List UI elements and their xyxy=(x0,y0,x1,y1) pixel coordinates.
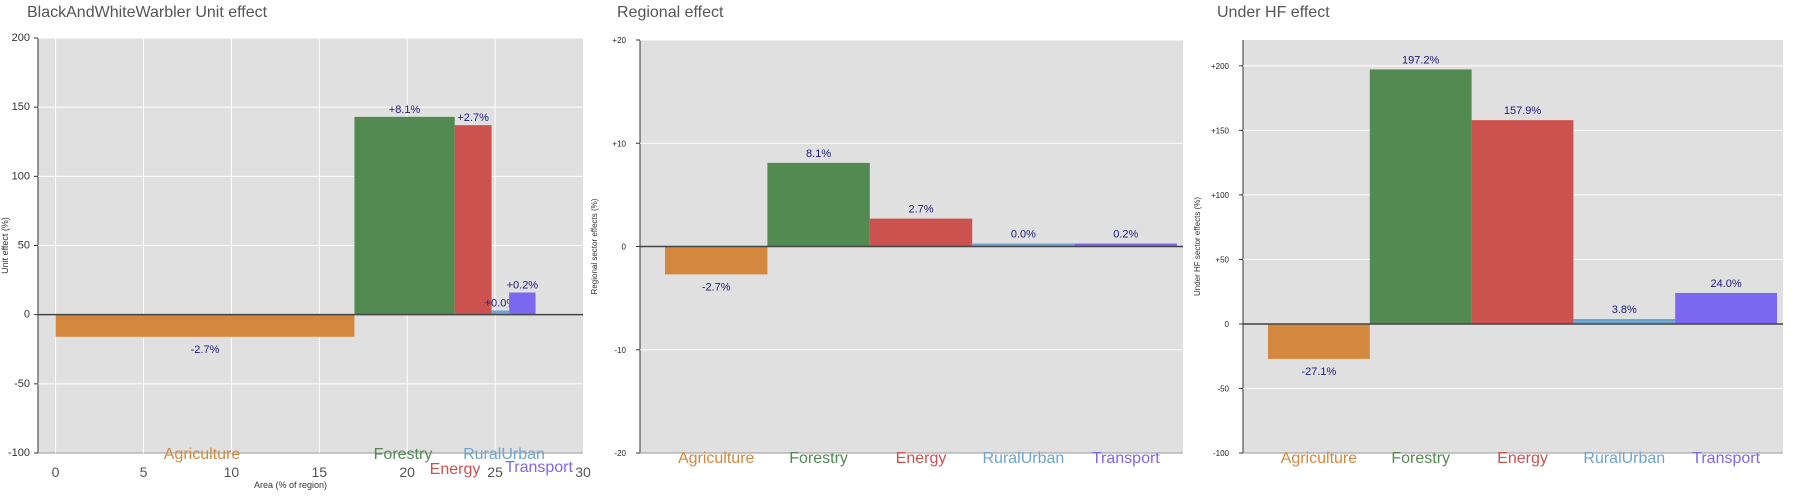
y-tick-label: +150 xyxy=(1211,126,1230,135)
value-label: +8.1% xyxy=(389,104,421,116)
y-axis-label: Unit effect (%) xyxy=(0,217,10,274)
bar-forestry xyxy=(767,162,870,247)
x-tick-label: 5 xyxy=(140,464,148,480)
bar-agriculture xyxy=(55,314,355,337)
y-axis-label: Under HF sector effects (%) xyxy=(1193,197,1202,296)
bar-ruralurban xyxy=(1573,319,1676,324)
bar-energy xyxy=(869,218,973,247)
x-tick-label: 30 xyxy=(575,464,591,480)
value-label: -2.7% xyxy=(702,281,731,293)
bar-forestry xyxy=(354,116,455,315)
value-label: -27.1% xyxy=(1301,366,1336,378)
bar-agriculture xyxy=(665,246,768,275)
bar-transport xyxy=(509,292,536,315)
bar-transport xyxy=(1675,292,1777,324)
category-label-transport: Transport xyxy=(1692,450,1760,467)
category-label-ruralurban: RuralUrban xyxy=(982,450,1064,467)
bar-agriculture xyxy=(1268,323,1370,359)
y-tick-label: 0 xyxy=(622,243,627,252)
category-label-agriculture: Agriculture xyxy=(678,450,755,467)
sector-label-transport: Transport xyxy=(505,459,573,476)
under-hf-effect-title: Under HF effect xyxy=(1217,4,1330,21)
bar-ruralurban xyxy=(491,310,510,315)
x-tick-label: 15 xyxy=(312,464,328,480)
category-label-transport: Transport xyxy=(1092,450,1160,467)
category-label-energy: Energy xyxy=(896,450,947,467)
y-tick-label: +100 xyxy=(1211,191,1230,200)
value-label: 24.0% xyxy=(1710,278,1741,290)
category-label-ruralurban: RuralUrban xyxy=(1583,450,1665,467)
y-tick-label: +200 xyxy=(1211,62,1230,71)
value-label: 3.8% xyxy=(1612,304,1637,316)
x-tick-label: 25 xyxy=(487,464,503,480)
y-tick-label: 200 xyxy=(12,32,30,44)
y-tick-label: 100 xyxy=(12,170,30,182)
y-tick-label: -50 xyxy=(14,378,30,390)
y-tick-label: -10 xyxy=(614,346,626,355)
bar-ruralurban xyxy=(972,243,1075,247)
y-tick-label: 50 xyxy=(18,240,30,252)
x-tick-label: 10 xyxy=(224,464,240,480)
category-label-energy: Energy xyxy=(1497,450,1548,467)
bar-energy xyxy=(1471,120,1574,324)
y-tick-label: 0 xyxy=(1225,320,1230,329)
sector-label-forestry: Forestry xyxy=(374,446,433,463)
value-label: 2.7% xyxy=(908,204,933,216)
x-tick-label: 20 xyxy=(399,464,415,480)
y-tick-label: -100 xyxy=(8,447,30,459)
value-label: -2.7% xyxy=(191,344,220,356)
value-label: 8.1% xyxy=(806,148,831,160)
y-tick-label: +10 xyxy=(612,139,626,148)
sector-label-agriculture: Agriculture xyxy=(164,446,241,463)
value-label: 0.2% xyxy=(1113,229,1138,241)
category-label-agriculture: Agriculture xyxy=(1281,450,1358,467)
y-tick-label: +20 xyxy=(612,36,626,45)
y-tick-label: -100 xyxy=(1213,449,1230,458)
x-axis-label: Area (% of region) xyxy=(254,480,327,490)
sector-label-ruralurban: RuralUrban xyxy=(463,446,545,463)
value-label: 197.2% xyxy=(1402,54,1440,66)
value-label: +2.7% xyxy=(457,112,489,124)
unit-effect-title: BlackAndWhiteWarbler Unit effect xyxy=(27,4,268,21)
value-label: +0.2% xyxy=(507,280,539,292)
value-label: +0.0% xyxy=(485,298,517,310)
sector-label-energy: Energy xyxy=(430,461,481,478)
y-axis-label: Regional sector effects (%) xyxy=(590,198,599,294)
y-tick-label: 0 xyxy=(24,309,30,321)
y-tick-label: 150 xyxy=(12,101,30,113)
y-tick-label: -50 xyxy=(1217,384,1229,393)
bar-energy xyxy=(454,125,492,315)
bar-forestry xyxy=(1369,69,1472,324)
x-tick-label: 0 xyxy=(52,464,60,480)
value-label: 0.0% xyxy=(1011,229,1036,241)
category-label-forestry: Forestry xyxy=(789,450,848,467)
value-label: 157.9% xyxy=(1504,105,1542,117)
bar-transport xyxy=(1074,243,1177,247)
y-tick-label: +50 xyxy=(1215,255,1229,264)
y-tick-label: -20 xyxy=(614,449,626,458)
category-label-forestry: Forestry xyxy=(1391,450,1450,467)
regional-effect-title: Regional effect xyxy=(617,4,724,21)
